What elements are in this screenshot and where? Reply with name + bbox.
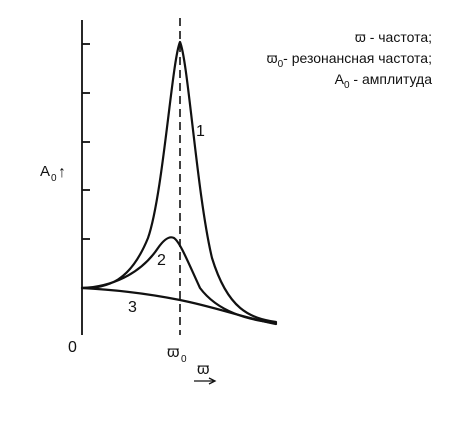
curve-3-label: 3 bbox=[128, 299, 137, 316]
resonance-label: ϖ 0 bbox=[167, 344, 187, 365]
legend-line-amplitude: A0 - амплитуда bbox=[335, 71, 433, 91]
curve-2 bbox=[80, 236, 278, 325]
y-axis-label: A 0 ↑ bbox=[40, 163, 66, 184]
curve-1-label: 1 bbox=[196, 123, 205, 140]
legend-subscript: 0 bbox=[344, 80, 350, 91]
y-axis-symbol: A bbox=[40, 163, 50, 180]
curve-2-label: 2 bbox=[157, 252, 166, 269]
legend-text: - амплитуда bbox=[350, 71, 433, 87]
y-axis-arrow-icon: ↑ bbox=[58, 164, 66, 181]
resonance-subscript: 0 bbox=[181, 354, 187, 365]
origin-label: 0 bbox=[68, 339, 77, 356]
legend-subscript: 0 bbox=[278, 59, 284, 70]
legend-line-frequency: ϖ - частота; bbox=[355, 29, 432, 45]
legend-text: - частота; bbox=[366, 29, 432, 45]
legend-text: - резонансная частота; bbox=[283, 50, 432, 66]
x-axis-arrowhead-icon bbox=[208, 377, 217, 385]
x-axis-symbol: ϖ bbox=[197, 361, 210, 378]
curve-1 bbox=[80, 40, 278, 324]
legend-line-resonance: ϖ0- резонансная частота; bbox=[267, 50, 432, 70]
curve-3 bbox=[80, 286, 278, 326]
y-axis-subscript: 0 bbox=[51, 173, 57, 184]
legend-symbol: ϖ bbox=[355, 29, 366, 45]
x-axis-label: ϖ bbox=[194, 361, 217, 385]
legend-symbol: A bbox=[335, 71, 345, 87]
resonance-symbol: ϖ bbox=[167, 344, 180, 361]
legend-symbol: ϖ bbox=[267, 50, 278, 66]
legend: ϖ - частота; ϖ0- резонансная частота; A0… bbox=[267, 29, 433, 91]
